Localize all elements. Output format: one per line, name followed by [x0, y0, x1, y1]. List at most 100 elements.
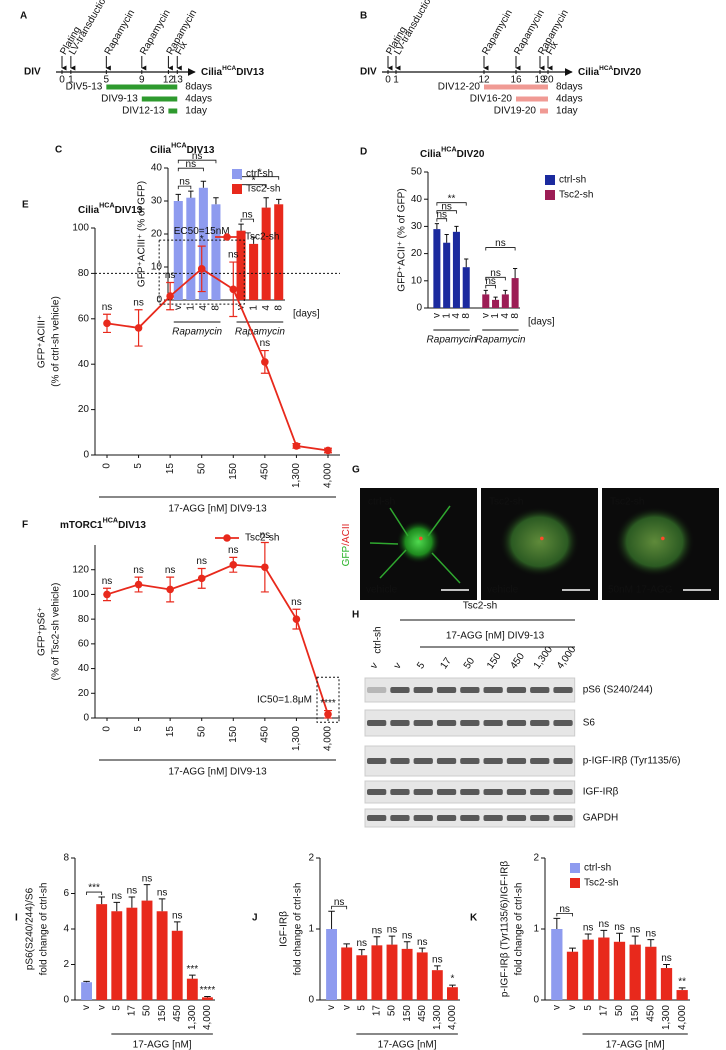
timeline-end-label: CiliaHCADIV20: [578, 65, 641, 78]
treatment-label: DIV5-13: [66, 82, 103, 93]
y-tick-label: 60: [78, 313, 90, 324]
blot-band: [506, 815, 527, 821]
chart-title: CiliaHCADIV13: [78, 201, 143, 215]
y-axis-label: GFP⁺ACIII⁺: [37, 315, 48, 368]
y-tick-label: 20: [151, 229, 163, 240]
y-tick-label: 0: [63, 995, 69, 1006]
x-tick-label: 50: [196, 463, 207, 475]
blot-band: [367, 720, 387, 726]
x-tick-label: 5: [111, 1005, 122, 1011]
error-bar: [616, 932, 623, 942]
error-bar: [663, 964, 670, 969]
treatment-duration: 1day: [556, 106, 578, 117]
timeline-tick-label: 0: [385, 75, 391, 86]
significance-label: ns: [356, 938, 367, 949]
significance-label: ns: [417, 937, 428, 948]
y-tick-label: 1: [533, 924, 539, 935]
point: [292, 615, 301, 623]
significance-bracket: [177, 159, 217, 164]
blot-band: [413, 815, 433, 821]
blot-group: Tsc2-sh: [463, 601, 497, 612]
chart-title-sup: HCA: [171, 141, 186, 149]
bar: [582, 939, 594, 1000]
legend-swatch: [570, 878, 580, 888]
bar: [431, 970, 443, 1000]
significance-label: ns: [172, 911, 183, 922]
bar: [416, 952, 428, 1000]
error-bar: [173, 921, 181, 931]
x-tick-label: 1: [185, 305, 196, 311]
cilium: [540, 536, 544, 541]
significance-label: ns: [402, 930, 413, 941]
significance-label: ns: [179, 177, 190, 188]
blot-band: [460, 758, 480, 764]
treatment-bar: [484, 84, 548, 90]
error-bar: [213, 197, 219, 205]
legend-swatch: [570, 863, 580, 873]
micrograph-condition: vehicle: [487, 585, 519, 596]
blot-band: [413, 687, 433, 693]
blot-band: [390, 687, 410, 693]
bar: [141, 900, 153, 1000]
error-bar: [444, 234, 449, 243]
bar: [111, 911, 123, 1000]
error-bar: [569, 947, 576, 952]
significance-label: **: [678, 977, 686, 988]
chart-title-suffix: DIV13: [187, 145, 215, 156]
highlight-box: [316, 676, 340, 723]
significance-label: ***: [186, 964, 198, 975]
blot-band: [390, 789, 410, 795]
error-bar: [449, 984, 456, 988]
chart-title-text: mTORC1: [60, 520, 103, 531]
error-bar: [503, 289, 508, 295]
x-tick-label: 15: [165, 463, 176, 475]
legend-marker: [223, 534, 231, 542]
legend-label: Tsc2-sh: [559, 190, 593, 201]
bar: [371, 945, 383, 1000]
treatment-bar: [540, 108, 548, 114]
timeline-end-label-sup: HCA: [599, 65, 613, 72]
bar: [386, 944, 398, 1000]
blot-band: [530, 720, 550, 726]
x-tick-label: 0: [102, 726, 113, 732]
y-tick-label: 60: [78, 638, 90, 649]
neurite: [427, 505, 451, 537]
point: [103, 319, 111, 328]
error-bar: [189, 974, 196, 979]
significance-bracket: [436, 202, 467, 206]
bar: [433, 229, 441, 308]
timeline-end-label: CiliaHCADIV13: [201, 65, 264, 78]
y-tick-label: 30: [411, 221, 423, 232]
x-tick-label: 4: [451, 313, 462, 319]
bar: [447, 987, 458, 1000]
channel-label: GFP/ACII: [341, 524, 352, 567]
blot-band: [413, 758, 433, 764]
row-label: p-IGF-IRβ (Tyr1135/6): [583, 756, 681, 767]
panel-letter: J: [252, 913, 258, 924]
significance-label: *: [200, 234, 204, 245]
legend-swatch: [545, 175, 555, 185]
axis-label: DIV: [360, 67, 377, 78]
significance-label: ns: [186, 159, 197, 170]
blot-control: ctrl-sh: [373, 626, 384, 653]
x-tick-label: 1: [441, 313, 452, 319]
treatment-duration: 4days: [185, 94, 212, 105]
bar: [249, 243, 259, 300]
y-tick-label: 0: [308, 995, 314, 1006]
x-tick-label: 17: [372, 1005, 383, 1017]
x-tick-label: v: [81, 1005, 92, 1010]
chart-title-text: Cilia: [150, 145, 172, 156]
neurite: [431, 552, 461, 584]
error-bar: [250, 236, 257, 244]
blot-band: [553, 720, 573, 726]
blot-band: [483, 687, 503, 693]
event-label: Rapamycin: [103, 8, 138, 57]
point: [166, 292, 174, 300]
blot-band: [530, 815, 550, 821]
group-label: Rapamycin: [172, 327, 222, 338]
significance-label: ns: [142, 873, 153, 884]
y-axis-label: GFP⁺pS6⁺: [37, 607, 48, 656]
blot-band: [506, 687, 527, 693]
blot-band: [367, 789, 387, 795]
